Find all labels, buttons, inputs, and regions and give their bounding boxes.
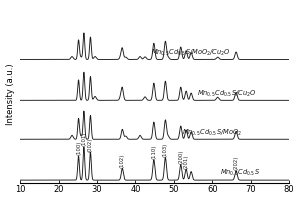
Text: Mn$_{0.5}$Cd$_{0.5}$S: Mn$_{0.5}$Cd$_{0.5}$S — [220, 168, 260, 178]
Text: (101): (101) — [81, 132, 86, 146]
Text: (110): (110) — [152, 145, 156, 159]
Text: (102): (102) — [120, 153, 125, 168]
Text: (200): (200) — [178, 150, 183, 164]
Text: (202): (202) — [234, 156, 239, 170]
Text: Mn$_{0.5}$Cd$_{0.5}$S/MoO$_{2}$/Cu$_{2}$O: Mn$_{0.5}$Cd$_{0.5}$S/MoO$_{2}$/Cu$_{2}$… — [151, 48, 231, 58]
Text: (103): (103) — [163, 143, 168, 157]
Text: (201): (201) — [184, 154, 189, 169]
Text: (002): (002) — [88, 137, 93, 152]
Text: (100): (100) — [76, 141, 81, 155]
Text: Mn$_{0.5}$Cd$_{0.5}$S/Cu$_{2}$O: Mn$_{0.5}$Cd$_{0.5}$S/Cu$_{2}$O — [197, 88, 256, 99]
Text: Mn$_{0.5}$Cd$_{0.5}$S/MoO$_{2}$: Mn$_{0.5}$Cd$_{0.5}$S/MoO$_{2}$ — [182, 127, 242, 138]
Y-axis label: Intensity (a.u.): Intensity (a.u.) — [6, 63, 15, 125]
